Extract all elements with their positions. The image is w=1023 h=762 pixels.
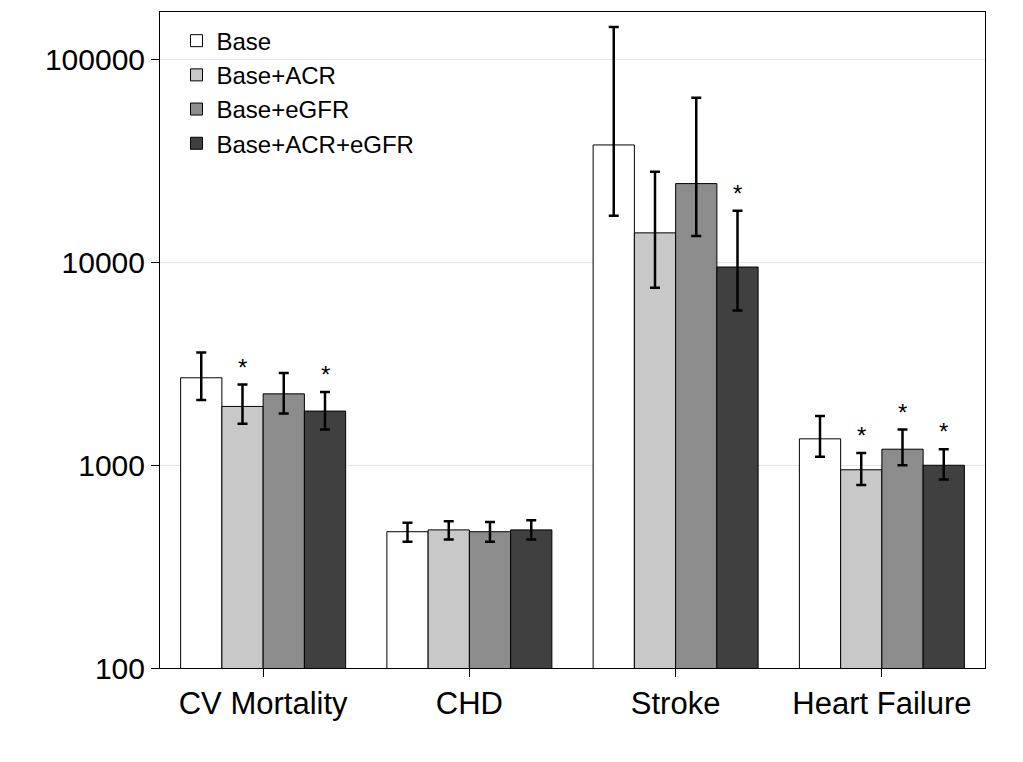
- svg-text:1000: 1000: [78, 449, 145, 482]
- svg-text:*: *: [898, 399, 907, 426]
- svg-text:10000: 10000: [62, 246, 145, 279]
- svg-text:Base: Base: [217, 28, 272, 55]
- svg-text:*: *: [939, 418, 948, 445]
- svg-text:CV Mortality: CV Mortality: [179, 686, 348, 721]
- svg-text:*: *: [238, 354, 247, 381]
- svg-text:Base+ACR: Base+ACR: [217, 62, 336, 89]
- svg-text:Base+eGFR: Base+eGFR: [217, 96, 350, 123]
- svg-text:*: *: [321, 361, 330, 388]
- svg-text:Heart Failure: Heart Failure: [792, 686, 971, 721]
- svg-text:Stroke: Stroke: [631, 686, 721, 721]
- svg-text:*: *: [733, 180, 742, 207]
- svg-text:100000: 100000: [45, 43, 145, 76]
- svg-text:*: *: [857, 422, 866, 449]
- svg-text:100: 100: [95, 652, 145, 685]
- svg-text:CHD: CHD: [436, 686, 503, 721]
- svg-text:Base+ACR+eGFR: Base+ACR+eGFR: [217, 131, 414, 158]
